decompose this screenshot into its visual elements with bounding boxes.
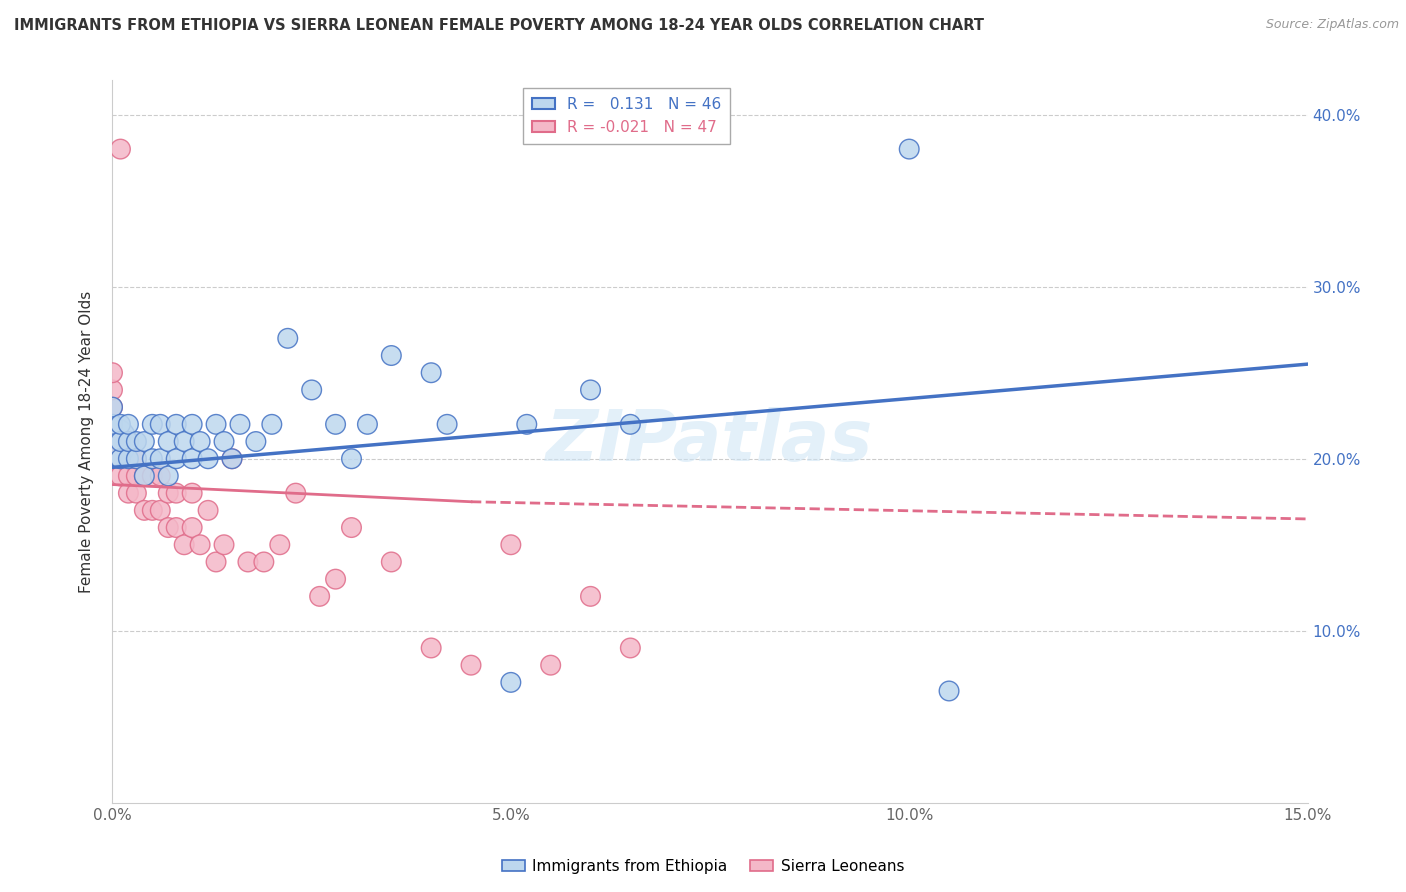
Point (420, 366, 443, 380)
Point (125, 469, 148, 483)
Point (165, 520, 187, 534)
Point (181, 486, 204, 500)
Point (149, 417, 172, 432)
Point (110, 451, 132, 466)
Point (134, 503, 156, 517)
Point (212, 434, 235, 449)
Point (540, 658, 562, 673)
Point (117, 486, 139, 500)
Point (117, 469, 139, 483)
Point (110, 142, 132, 156)
Point (284, 486, 307, 500)
Point (356, 417, 378, 432)
Point (157, 486, 180, 500)
Y-axis label: Female Poverty Among 18-24 Year Olds: Female Poverty Among 18-24 Year Olds (79, 291, 94, 592)
Text: Source: ZipAtlas.com: Source: ZipAtlas.com (1265, 18, 1399, 31)
Point (245, 434, 267, 449)
Legend: Immigrants from Ethiopia, Sierra Leoneans: Immigrants from Ethiopia, Sierra Leonean… (495, 853, 911, 880)
Point (134, 469, 156, 483)
Point (165, 486, 187, 500)
Point (420, 640, 443, 655)
Point (117, 434, 139, 449)
Point (134, 469, 156, 483)
Point (212, 538, 235, 552)
Point (110, 417, 132, 432)
Point (173, 434, 195, 449)
Point (938, 684, 960, 698)
Text: ZIPatlas: ZIPatlas (547, 407, 873, 476)
Point (188, 538, 211, 552)
Point (205, 555, 228, 569)
Point (134, 434, 156, 449)
Point (157, 520, 180, 534)
Point (188, 434, 211, 449)
Point (141, 469, 163, 483)
Point (125, 451, 148, 466)
Point (110, 469, 132, 483)
Point (221, 451, 243, 466)
Point (141, 503, 163, 517)
Point (340, 451, 363, 466)
Point (516, 417, 538, 432)
Point (579, 383, 602, 397)
Point (380, 555, 402, 569)
Point (325, 572, 347, 586)
Point (110, 434, 132, 449)
Point (619, 640, 641, 655)
Point (149, 503, 172, 517)
Point (380, 349, 402, 363)
Text: IMMIGRANTS FROM ETHIOPIA VS SIERRA LEONEAN FEMALE POVERTY AMONG 18-24 YEAR OLDS : IMMIGRANTS FROM ETHIOPIA VS SIERRA LEONE… (14, 18, 984, 33)
Point (898, 142, 921, 156)
Point (101, 400, 124, 414)
Point (149, 451, 172, 466)
Point (301, 383, 323, 397)
Point (460, 658, 482, 673)
Point (269, 538, 291, 552)
Point (165, 451, 187, 466)
Point (101, 417, 124, 432)
Point (499, 538, 522, 552)
Point (125, 451, 148, 466)
Point (308, 590, 330, 604)
Point (110, 434, 132, 449)
Point (277, 331, 299, 345)
Point (110, 451, 132, 466)
Point (325, 417, 347, 432)
Point (197, 503, 219, 517)
Point (181, 451, 204, 466)
Point (101, 417, 124, 432)
Point (101, 451, 124, 466)
Point (101, 366, 124, 380)
Point (117, 434, 139, 449)
Point (173, 538, 195, 552)
Point (101, 383, 124, 397)
Point (579, 590, 602, 604)
Legend: R =   0.131   N = 46, R = -0.021   N = 47: R = 0.131 N = 46, R = -0.021 N = 47 (523, 88, 730, 144)
Point (101, 434, 124, 449)
Point (117, 417, 139, 432)
Point (181, 417, 204, 432)
Point (125, 486, 148, 500)
Point (221, 451, 243, 466)
Point (205, 417, 228, 432)
Point (260, 417, 283, 432)
Point (141, 451, 163, 466)
Point (229, 417, 252, 432)
Point (165, 417, 187, 432)
Point (236, 555, 259, 569)
Point (436, 417, 458, 432)
Point (197, 451, 219, 466)
Point (619, 417, 641, 432)
Point (181, 520, 204, 534)
Point (157, 434, 180, 449)
Point (253, 555, 276, 569)
Point (499, 675, 522, 690)
Point (149, 469, 172, 483)
Point (340, 520, 363, 534)
Point (125, 434, 148, 449)
Point (141, 417, 163, 432)
Point (157, 469, 180, 483)
Point (117, 451, 139, 466)
Point (101, 400, 124, 414)
